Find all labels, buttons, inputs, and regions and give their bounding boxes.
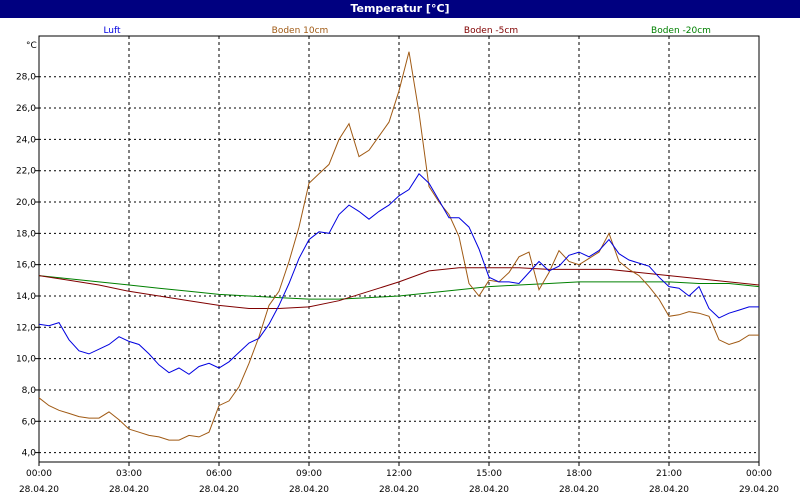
legend-entry: Luft <box>103 26 121 36</box>
y-tick-label: 16,0 <box>16 261 36 271</box>
y-tick-label: 22,0 <box>16 167 36 177</box>
legend-entry: Boden -5cm <box>464 26 518 36</box>
x-tick-date-label: 28.04.20 <box>109 485 149 495</box>
legend-entry: Boden 10cm <box>272 26 329 36</box>
series-line-boden-5cm <box>38 267 760 309</box>
x-tick-time-label: 09:00 <box>296 469 322 479</box>
x-tick-date-label: 28.04.20 <box>19 485 59 495</box>
x-tick-time-label: 12:00 <box>386 469 412 479</box>
x-tick-date-label: 28.04.20 <box>469 485 509 495</box>
y-tick-label: 24,0 <box>16 135 36 145</box>
y-tick-label: 20,0 <box>16 198 36 208</box>
series-line-boden-10cm <box>38 51 759 441</box>
x-tick-date-label: 28.04.20 <box>199 485 239 495</box>
x-tick-date-label: 28.04.20 <box>379 485 419 495</box>
legend-entry: Boden -20cm <box>651 26 711 36</box>
window-title: Temperatur [°C] <box>0 0 800 18</box>
x-tick-date-label: 29.04.20 <box>739 485 779 495</box>
y-tick-label: 26,0 <box>16 104 36 114</box>
y-tick-label: 6,0 <box>22 417 37 427</box>
y-tick-label: 8,0 <box>22 386 37 396</box>
y-tick-label: 28,0 <box>16 73 36 83</box>
grid <box>39 36 759 462</box>
x-tick-time-label: 06:00 <box>206 469 232 479</box>
y-tick-label: 10,0 <box>16 355 36 365</box>
x-tick-time-label: 18:00 <box>566 469 592 479</box>
x-tick-date-label: 28.04.20 <box>289 485 329 495</box>
temperature-chart: Luft Boden 10cm Boden -5cm Boden -20cm °C 4… <box>16 26 779 495</box>
y-axis-unit: °C <box>26 41 37 51</box>
y-tick-label: 12,0 <box>16 323 36 333</box>
series-line-luft <box>38 173 759 375</box>
legend: Luft Boden 10cm Boden -5cm Boden -20cm <box>103 26 711 36</box>
x-axis: 00:00 28.04.20 03:00 28.04.20 06:00 28.04.20 0… <box>19 462 779 495</box>
x-tick-time-label: 00:00 <box>746 469 772 479</box>
x-tick-time-label: 00:00 <box>26 469 52 479</box>
series-line-boden-20cm <box>38 275 760 300</box>
y-tick-label: 14,0 <box>16 292 36 302</box>
x-tick-time-label: 15:00 <box>476 469 502 479</box>
y-tick-label: 4,0 <box>22 449 37 459</box>
y-tick-label: 18,0 <box>16 229 36 239</box>
x-tick-time-label: 03:00 <box>116 469 142 479</box>
x-tick-date-label: 28.04.20 <box>649 485 689 495</box>
series-lines <box>38 51 760 441</box>
y-axis: 4,0 6,0 8,0 10,0 12,0 14,0 16,0 18,0 20,0 22,0 24,… <box>16 73 39 459</box>
x-tick-time-label: 21:00 <box>656 469 682 479</box>
x-tick-date-label: 28.04.20 <box>559 485 599 495</box>
